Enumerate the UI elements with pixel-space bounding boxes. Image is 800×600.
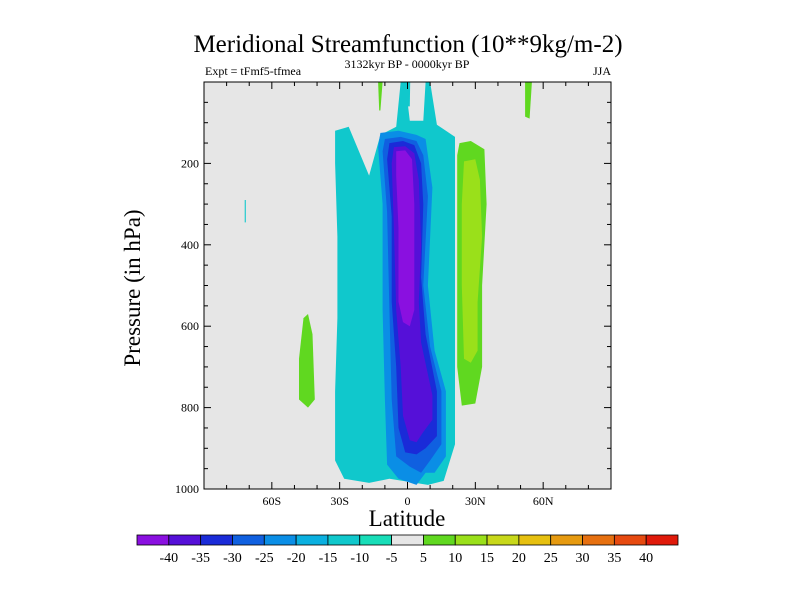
colorbar-box bbox=[168, 534, 202, 546]
colorbar-label: -10 bbox=[350, 551, 369, 566]
colorbar-box bbox=[582, 534, 615, 546]
colorbar-label: 25 bbox=[544, 551, 558, 566]
colorbar-box bbox=[486, 534, 520, 546]
colorbar-box bbox=[391, 534, 424, 546]
colorbar-box bbox=[136, 534, 170, 546]
center-string: 3132kyr BP - 0000kyr BP bbox=[345, 57, 470, 71]
colorbar-box bbox=[359, 534, 392, 546]
colorbar-label: -5 bbox=[386, 551, 398, 566]
colorbar-box bbox=[200, 534, 233, 546]
colorbar-label: -30 bbox=[223, 551, 242, 566]
contour-region-green-north-sliver bbox=[525, 82, 532, 119]
left-string: Expt = tFmf5-tfmea bbox=[205, 64, 302, 78]
colorbar-label: 40 bbox=[639, 551, 653, 566]
x-tick-label: 30N bbox=[465, 494, 486, 508]
y-tick-label: 800 bbox=[181, 401, 199, 415]
colorbar-box bbox=[232, 534, 265, 546]
x-tick-label: 60S bbox=[262, 494, 281, 508]
colorbar: -40 -35 -30 -25 -20 -15 -10 -5 5 10 15 20 25 30 35 40 bbox=[136, 534, 679, 566]
colorbar-label: 15 bbox=[480, 551, 494, 566]
contour-regions bbox=[244, 82, 532, 485]
contour-region-cyan-south-speck bbox=[244, 200, 246, 223]
colorbar-label: 10 bbox=[448, 551, 462, 566]
colorbar-label: -15 bbox=[319, 551, 338, 566]
chart-title: Meridional Streamfunction (10**9kg/m-2) bbox=[193, 31, 622, 58]
colorbar-label: -40 bbox=[159, 551, 178, 566]
right-string: JJA bbox=[593, 64, 611, 78]
colorbar-label: 5 bbox=[420, 551, 427, 566]
y-axis-label: Pressure (in hPa) bbox=[120, 209, 145, 366]
colorbar-box bbox=[263, 534, 297, 546]
colorbar-label: 20 bbox=[512, 551, 526, 566]
colorbar-box bbox=[423, 534, 456, 546]
contour-region-cyan-sliver-lon-minus2 bbox=[404, 82, 411, 107]
colorbar-box bbox=[613, 534, 647, 546]
x-tick-label: 0 bbox=[405, 494, 411, 508]
contour-region-purple-40 bbox=[396, 150, 415, 327]
colorbar-label: -20 bbox=[287, 551, 306, 566]
colorbar-label: -35 bbox=[191, 551, 210, 566]
y-tick-label: 1000 bbox=[175, 482, 199, 496]
colorbar-box bbox=[454, 534, 488, 546]
colorbar-box bbox=[327, 534, 361, 546]
x-tick-label: 60N bbox=[533, 494, 554, 508]
contour-region-green-south-sliver bbox=[378, 82, 383, 111]
colorbar-box bbox=[295, 534, 329, 546]
colorbar-box bbox=[518, 534, 552, 546]
x-tick-label: 30S bbox=[330, 494, 349, 508]
colorbar-label: -25 bbox=[255, 551, 274, 566]
plot-axes: 200 400 600 800 1000 60S 30S 0 30N 60N bbox=[175, 81, 612, 508]
colorbar-label: 30 bbox=[576, 551, 590, 566]
y-tick-label: 200 bbox=[181, 156, 199, 170]
y-tick-label: 600 bbox=[181, 319, 199, 333]
colorbar-box bbox=[550, 534, 583, 546]
x-axis-label: Latitude bbox=[369, 506, 446, 531]
contour-region-green-main-15 bbox=[461, 159, 483, 363]
colorbar-label: 35 bbox=[607, 551, 621, 566]
contour-region-green-south-10 bbox=[299, 314, 315, 408]
y-tick-label: 400 bbox=[181, 238, 199, 252]
colorbar-box bbox=[645, 534, 679, 546]
